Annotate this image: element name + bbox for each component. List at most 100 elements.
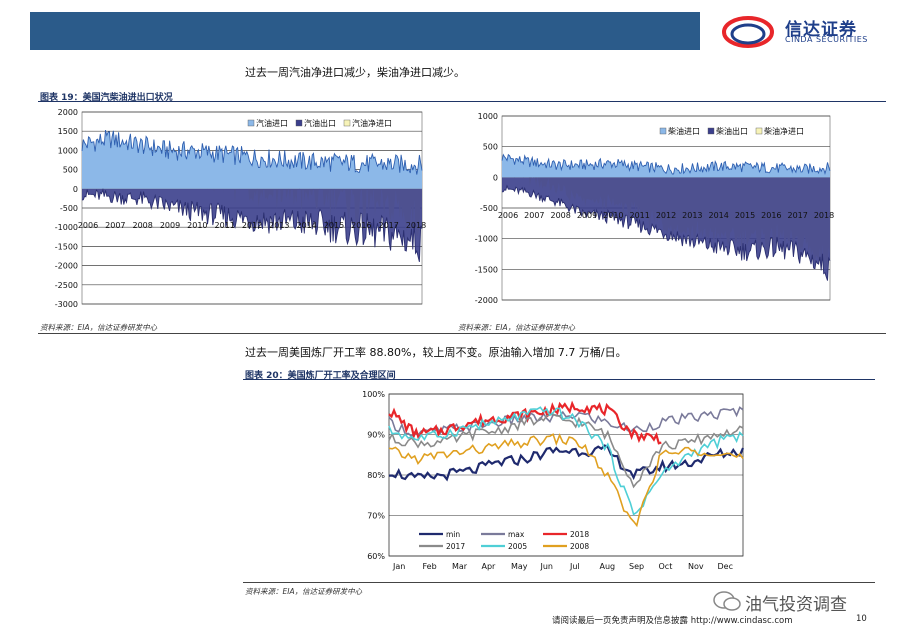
figure-20-title: 图表 20：美国炼厂开工率及合理区间 bbox=[245, 371, 396, 381]
x-tick-label: 2007 bbox=[105, 221, 125, 230]
refinery-chart: 100% 90% 80% 70% 60% Jan Feb Mar Apr May Jun Jul Aug… bbox=[362, 390, 745, 571]
y-tick-label: -3000 bbox=[55, 300, 78, 309]
series-export-area bbox=[82, 188, 422, 262]
x-tick-label: 2009 bbox=[160, 221, 180, 230]
series-export-line bbox=[501, 184, 831, 281]
x-tick-label: Aug bbox=[600, 562, 616, 571]
watermark-text: 油气投资调查 bbox=[745, 595, 847, 615]
series-line-min bbox=[388, 444, 745, 482]
x-tick-label: Oct bbox=[659, 562, 673, 571]
diesel-chart: 1000 500 0 -500 -1000 -1500 -2000 2006 2007 2008 2… bbox=[475, 112, 834, 305]
x-tick-label: 2016 bbox=[761, 211, 781, 220]
y-tick-label: 80% bbox=[367, 471, 385, 480]
page-number: 10 bbox=[856, 614, 867, 624]
logo-subtitle: CINDA SECURITIES bbox=[785, 35, 868, 44]
legend-swatch bbox=[707, 127, 715, 135]
y-tick-label: 1000 bbox=[478, 112, 498, 121]
x-tick-label: 2009 bbox=[577, 211, 597, 220]
y-tick-label: 60% bbox=[367, 552, 385, 561]
legend-label: 柴油出口 bbox=[716, 126, 748, 136]
x-tick-label: 2013 bbox=[682, 211, 702, 220]
x-tick-label: Apr bbox=[482, 562, 497, 571]
y-tick-label: 2000 bbox=[58, 108, 78, 117]
y-tick-label: 90% bbox=[367, 431, 385, 440]
legend-swatch bbox=[247, 119, 255, 127]
x-tick-label: 2011 bbox=[629, 211, 649, 220]
figure-19-title: 图表 19：美国汽柴油进出口状况 bbox=[40, 93, 173, 103]
x-tick-label: 2017 bbox=[787, 211, 807, 220]
y-tick-label: -1500 bbox=[55, 242, 78, 251]
legend-label: 2008 bbox=[570, 542, 589, 551]
y-tick-label: -1000 bbox=[55, 223, 78, 232]
x-tick-label: 2010 bbox=[187, 221, 207, 230]
legend-label: 柴油净进口 bbox=[764, 126, 804, 136]
series-line-2017 bbox=[388, 413, 744, 489]
legend-swatch bbox=[343, 119, 351, 127]
x-tick-label: Jul bbox=[569, 562, 580, 571]
series-line-2005 bbox=[388, 406, 744, 516]
figure-20-bottom-rule bbox=[243, 582, 875, 583]
legend-label: min bbox=[446, 530, 460, 539]
x-tick-label: 2006 bbox=[498, 211, 518, 220]
y-tick-label: 70% bbox=[367, 512, 385, 521]
x-tick-label: 2006 bbox=[78, 221, 98, 230]
x-tick-label: 2015 bbox=[735, 211, 755, 220]
series-import-area bbox=[82, 130, 422, 189]
logo-mark-icon bbox=[722, 16, 774, 48]
x-tick-label: Nov bbox=[688, 562, 704, 571]
logo-name: 信达证券 bbox=[785, 20, 857, 40]
x-tick-label: 2008 bbox=[550, 211, 570, 220]
legend-swatch bbox=[659, 127, 667, 135]
x-tick-label: 2018 bbox=[814, 211, 834, 220]
legend-label: 2005 bbox=[508, 542, 527, 551]
legend-swatch bbox=[755, 127, 763, 135]
wechat-icon bbox=[712, 590, 742, 612]
figure-20-rule bbox=[243, 379, 875, 380]
paragraph-2: 过去一周美国炼厂开工率 88.80%，较上周不变。原油输入增加 7.7 万桶/日… bbox=[245, 346, 627, 359]
legend-label: 2018 bbox=[570, 530, 589, 539]
y-tick-label: 500 bbox=[483, 143, 498, 152]
x-tick-label: Dec bbox=[718, 562, 733, 571]
x-tick-label: 2016 bbox=[351, 221, 371, 230]
x-tick-label: May bbox=[511, 562, 528, 571]
series-line-2018 bbox=[388, 400, 662, 445]
x-tick-label: 2010 bbox=[603, 211, 623, 220]
y-tick-label: 1500 bbox=[58, 127, 78, 136]
y-tick-label: 0 bbox=[493, 173, 498, 182]
legend-label: max bbox=[508, 530, 525, 539]
y-tick-label: -1500 bbox=[475, 265, 498, 274]
series-import-line bbox=[81, 129, 423, 175]
legend-swatch bbox=[295, 119, 303, 127]
x-tick-label: 2017 bbox=[378, 221, 398, 230]
x-tick-label: 2018 bbox=[406, 221, 426, 230]
y-tick-label: 0 bbox=[73, 185, 78, 194]
y-tick-label: -2500 bbox=[55, 281, 78, 290]
x-tick-label: Feb bbox=[423, 562, 437, 571]
x-tick-label: Jan bbox=[392, 562, 405, 571]
legend-label: 汽油进口 bbox=[256, 118, 288, 128]
paragraph-1: 过去一周汽油净进口减少，柴油净进口减少。 bbox=[245, 66, 465, 79]
legend-label: 柴油进口 bbox=[668, 126, 700, 136]
y-tick-label: -1000 bbox=[475, 235, 498, 244]
series-import-area bbox=[502, 154, 830, 178]
gasoline-chart: 2000 1500 1000 500 0 -500 -1000 -1500 -2000 -2500… bbox=[55, 108, 426, 309]
series-line-2008 bbox=[388, 433, 744, 528]
y-tick-label: -2000 bbox=[55, 262, 78, 271]
header-banner bbox=[30, 12, 700, 50]
legend-label: 汽油净进口 bbox=[352, 118, 392, 128]
x-tick-label: 2008 bbox=[132, 221, 152, 230]
y-tick-label: -500 bbox=[60, 204, 78, 213]
x-tick-label: 2014 bbox=[296, 221, 316, 230]
x-tick-label: 2007 bbox=[524, 211, 544, 220]
x-tick-label: 2011 bbox=[214, 221, 234, 230]
x-tick-label: 2015 bbox=[324, 221, 344, 230]
legend-label: 2017 bbox=[446, 542, 465, 551]
x-tick-label: Mar bbox=[452, 562, 468, 571]
x-tick-label: Jun bbox=[540, 562, 554, 571]
brand-logo bbox=[720, 12, 900, 54]
x-tick-label: Sep bbox=[629, 562, 644, 571]
footer-disclaimer: 请阅读最后一页免责声明及信息披露 http://www.cindasc.com bbox=[552, 616, 793, 626]
x-tick-label: 2012 bbox=[242, 221, 262, 230]
y-tick-label: 1000 bbox=[58, 146, 78, 155]
y-tick-label: -500 bbox=[480, 204, 498, 213]
